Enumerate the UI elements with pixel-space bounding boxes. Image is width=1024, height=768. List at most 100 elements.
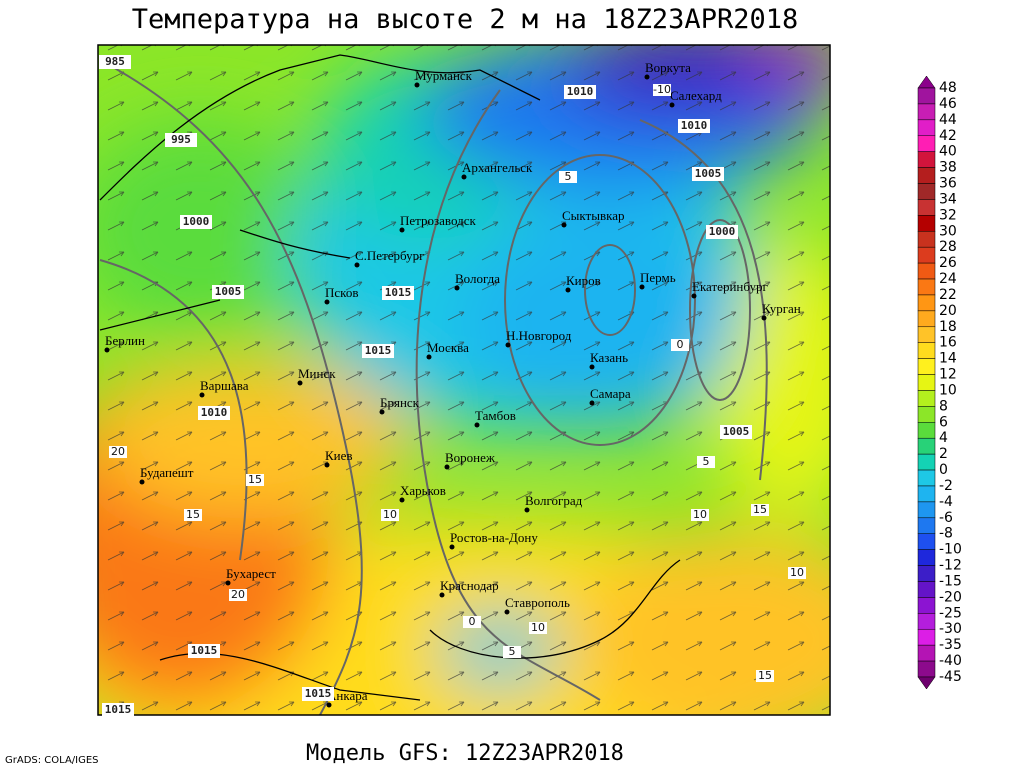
city-label: Самара: [590, 386, 631, 401]
isobar-label-box: [720, 425, 752, 439]
contour-label: 15: [186, 508, 200, 521]
contour-label: 5: [509, 645, 516, 658]
colorbar-swatch: [917, 215, 936, 232]
contour-label-box: [246, 474, 264, 486]
colorbar-label: 30: [939, 223, 957, 239]
colorbar-swatch: [917, 501, 936, 519]
colorbar-label: -8: [939, 526, 953, 542]
colorbar-label: 4: [939, 430, 948, 446]
city-dot: [639, 284, 645, 290]
city-label: Харьков: [400, 483, 446, 498]
isobar-label: 1015: [105, 703, 132, 716]
colorbar-label: -12: [939, 558, 962, 574]
city-dot: [589, 364, 595, 370]
colorbar-label: 42: [939, 128, 957, 144]
contour-label: 10: [531, 621, 545, 634]
city-label: Н.Новгород: [506, 328, 572, 343]
isobar-label-box: [180, 215, 212, 229]
colorbar-label: -45: [939, 669, 962, 685]
city-dot: [399, 227, 405, 233]
colorbar-swatch: [917, 294, 936, 312]
isobar-label-box: [165, 133, 197, 147]
title: Температура на высоте 2 м на 18Z23APR201…: [132, 4, 798, 35]
city-dot: [589, 400, 595, 406]
city-label: Ставрополь: [505, 595, 570, 610]
colorbar-swatch: [917, 119, 936, 137]
isobar-label: 995: [171, 133, 191, 146]
city-label: Казань: [590, 350, 628, 365]
contour-label-box: [229, 589, 247, 601]
city-dot: [565, 287, 571, 293]
isobar-label-box: [198, 406, 230, 420]
contour-label-box: [529, 622, 547, 634]
city-label: Ростов-на-Дону: [450, 530, 538, 545]
colorbar-label: 26: [939, 255, 957, 271]
isobar-label-box: [188, 644, 220, 658]
colorbar-label: 46: [939, 96, 957, 112]
colorbar-swatch: [917, 628, 936, 646]
city-label: Пермь: [640, 270, 676, 285]
contour-label: 15: [753, 503, 767, 516]
city-label: Вологда: [455, 271, 500, 286]
city-dot: [426, 354, 432, 360]
city-dot: [354, 262, 360, 268]
contour-label-box: [751, 504, 769, 516]
city-dot: [297, 380, 303, 386]
city-dot: [444, 464, 450, 470]
colorbar-swatch: [917, 485, 936, 503]
city-label: Варшава: [200, 378, 249, 393]
colorbar-swatch: [917, 565, 936, 582]
colorbar-swatch: [917, 660, 936, 678]
city-label: Архангельск: [462, 160, 533, 175]
colorbar-label: 48: [939, 80, 957, 96]
city-label: Петрозаводск: [400, 213, 476, 228]
city-dot: [324, 462, 330, 468]
colorbar-label: -10: [939, 542, 962, 558]
colorbar-swatch: [917, 358, 936, 375]
city-dot: [474, 422, 480, 428]
credit: GrADS: COLA/IGES: [5, 755, 99, 766]
colorbar-swatch: [917, 549, 936, 566]
city-dot: [504, 609, 510, 615]
city-label: Бухарест: [226, 566, 276, 581]
colorbar-label: -30: [939, 621, 962, 637]
isobar-label: 1010: [567, 85, 594, 98]
city-label: Анкара: [327, 688, 368, 703]
contour-label-box: [503, 646, 521, 658]
footer: Модель GFS: 12Z23APR2018: [306, 741, 624, 766]
colorbar-label: 10: [939, 382, 957, 398]
map-frame: [97, 44, 831, 716]
isobar-label-box: [362, 344, 394, 358]
colorbar-swatch: [917, 262, 936, 280]
contour-label-box: [381, 509, 399, 521]
colorbar-swatch: [917, 278, 936, 296]
city-dot: [449, 544, 455, 550]
colorbar-label: 36: [939, 176, 957, 192]
coastlines: [99, 54, 681, 701]
colorbar-swatch: [917, 87, 936, 105]
contour-label-box: [184, 509, 202, 521]
city-label: Сыктывкар: [562, 208, 625, 223]
contour-label-box: [653, 84, 671, 96]
isobar-label-box: [382, 286, 414, 300]
city-label: Брянск: [380, 395, 420, 410]
isobar-label-box: [692, 167, 724, 181]
colorbar-swatch: [917, 453, 936, 471]
contour-label: 15: [248, 473, 262, 486]
contour-label-box: [109, 446, 127, 458]
colorbar-swatch: [917, 676, 936, 690]
colorbar-label: -6: [939, 510, 953, 526]
city-dot: [414, 82, 420, 88]
city-label: Москва: [427, 340, 469, 355]
city-dot: [454, 285, 460, 291]
colorbar-label: 38: [939, 160, 957, 176]
city-label: Будапешт: [140, 465, 194, 480]
contour-label-box: [691, 509, 709, 521]
isobar-label-box: [706, 225, 738, 239]
colorbar-label: 18: [939, 319, 957, 335]
colorbar-label: 0: [939, 462, 948, 478]
isobar-label: 1015: [365, 344, 392, 357]
city-dot: [691, 293, 697, 299]
colorbar-swatch: [917, 597, 936, 614]
contour-label-box: [788, 567, 806, 579]
